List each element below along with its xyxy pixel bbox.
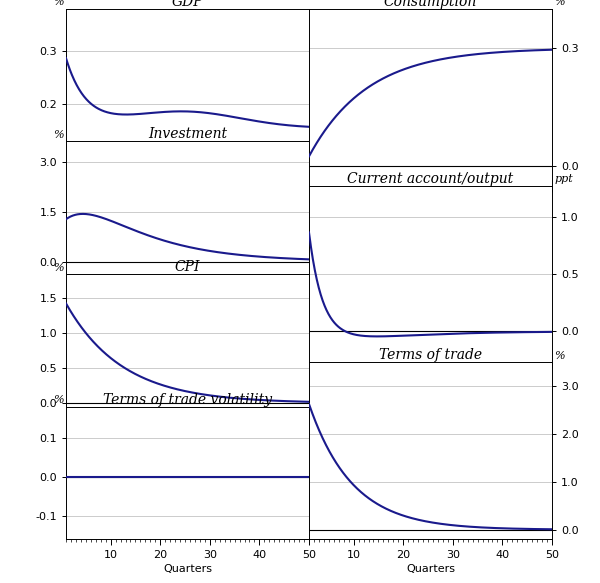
Text: %: % [53, 395, 64, 405]
Text: %: % [53, 0, 64, 8]
X-axis label: Quarters: Quarters [163, 564, 212, 574]
Title: CPI: CPI [175, 260, 200, 274]
Text: ppt: ppt [554, 174, 573, 184]
X-axis label: Quarters: Quarters [406, 564, 455, 574]
Text: %: % [554, 0, 565, 7]
Title: Terms of trade: Terms of trade [379, 349, 482, 363]
Title: Terms of trade volatility: Terms of trade volatility [103, 392, 272, 406]
Text: %: % [53, 263, 64, 273]
Title: Investment: Investment [148, 127, 227, 142]
Text: %: % [53, 130, 64, 140]
Title: Consumption: Consumption [384, 0, 477, 9]
Title: GDP: GDP [172, 0, 203, 9]
Text: %: % [554, 350, 565, 361]
Title: Current account/output: Current account/output [347, 171, 514, 185]
